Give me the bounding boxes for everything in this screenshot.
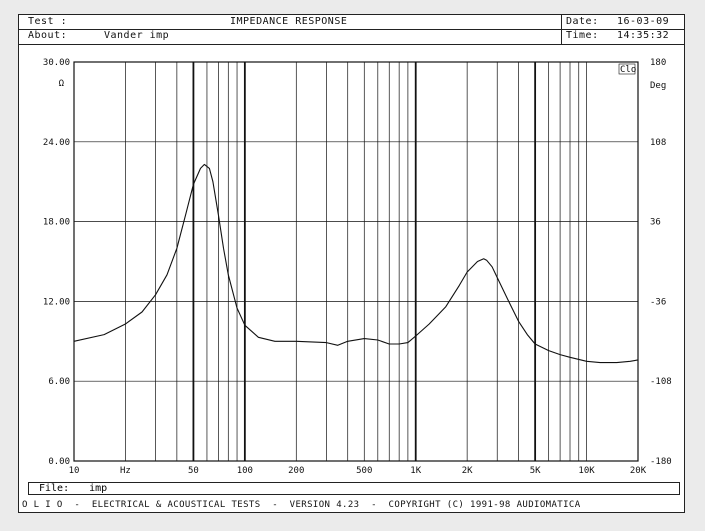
header-divider-top (18, 29, 685, 30)
x-tick-label: 1K (410, 466, 421, 476)
y-left-tick-label: 24.00 (43, 138, 70, 148)
impedance-curve (73, 163, 639, 364)
legend-glyph-box (618, 63, 636, 75)
time-value: 14:35:32 (617, 30, 670, 41)
date-value: 16-03-09 (617, 16, 670, 27)
x-tick-label: 10 (69, 466, 80, 476)
test-label: Test : (28, 16, 68, 27)
about-value: Vander imp (104, 30, 170, 41)
x-tick-label: 5K (530, 466, 541, 476)
file-label: File: (39, 483, 70, 494)
footer-banner: O L I O - ELECTRICAL & ACOUSTICAL TESTS … (22, 500, 581, 510)
y-right-tick-label: 36 (650, 218, 661, 228)
x-tick-label: 200 (288, 466, 304, 476)
y-left-tick-label: 6.00 (48, 377, 70, 387)
y-right-tick-label: 180 (650, 58, 666, 68)
legend-glyph: Clo (620, 65, 636, 75)
x-tick-label: 100 (237, 466, 253, 476)
y-right-tick-label: -180 (650, 457, 672, 467)
about-label: About: (28, 30, 68, 41)
x-tick-label: Hz (120, 466, 131, 476)
header-divider-vertical (561, 14, 562, 44)
chart-title: IMPEDANCE RESPONSE (230, 16, 348, 27)
y-left-tick-label: 12.00 (43, 297, 70, 307)
y-right-tick-label: -108 (650, 377, 672, 387)
y-left-tick-label: 0.00 (48, 457, 70, 467)
y-right-tick-label: -36 (650, 297, 666, 307)
x-tick-label: 500 (356, 466, 372, 476)
file-box: File: imp (28, 482, 680, 495)
header-divider-bottom (18, 44, 685, 45)
plot-border (73, 61, 639, 462)
x-tick-label: 2K (462, 466, 473, 476)
y-left-tick-label: 18.00 (43, 218, 70, 228)
x-tick-label: 50 (188, 466, 199, 476)
y-left-unit: Ω (59, 79, 65, 89)
chart-frame (18, 14, 685, 513)
file-value: imp (89, 483, 108, 494)
date-label: Date: (566, 16, 599, 27)
x-tick-label: 10K (578, 466, 595, 476)
x-tick-label: 20K (630, 466, 647, 476)
time-label: Time: (566, 30, 599, 41)
y-right-unit: Deg (650, 81, 666, 91)
y-left-tick-label: 30.00 (43, 58, 70, 68)
y-right-tick-label: 108 (650, 138, 666, 148)
